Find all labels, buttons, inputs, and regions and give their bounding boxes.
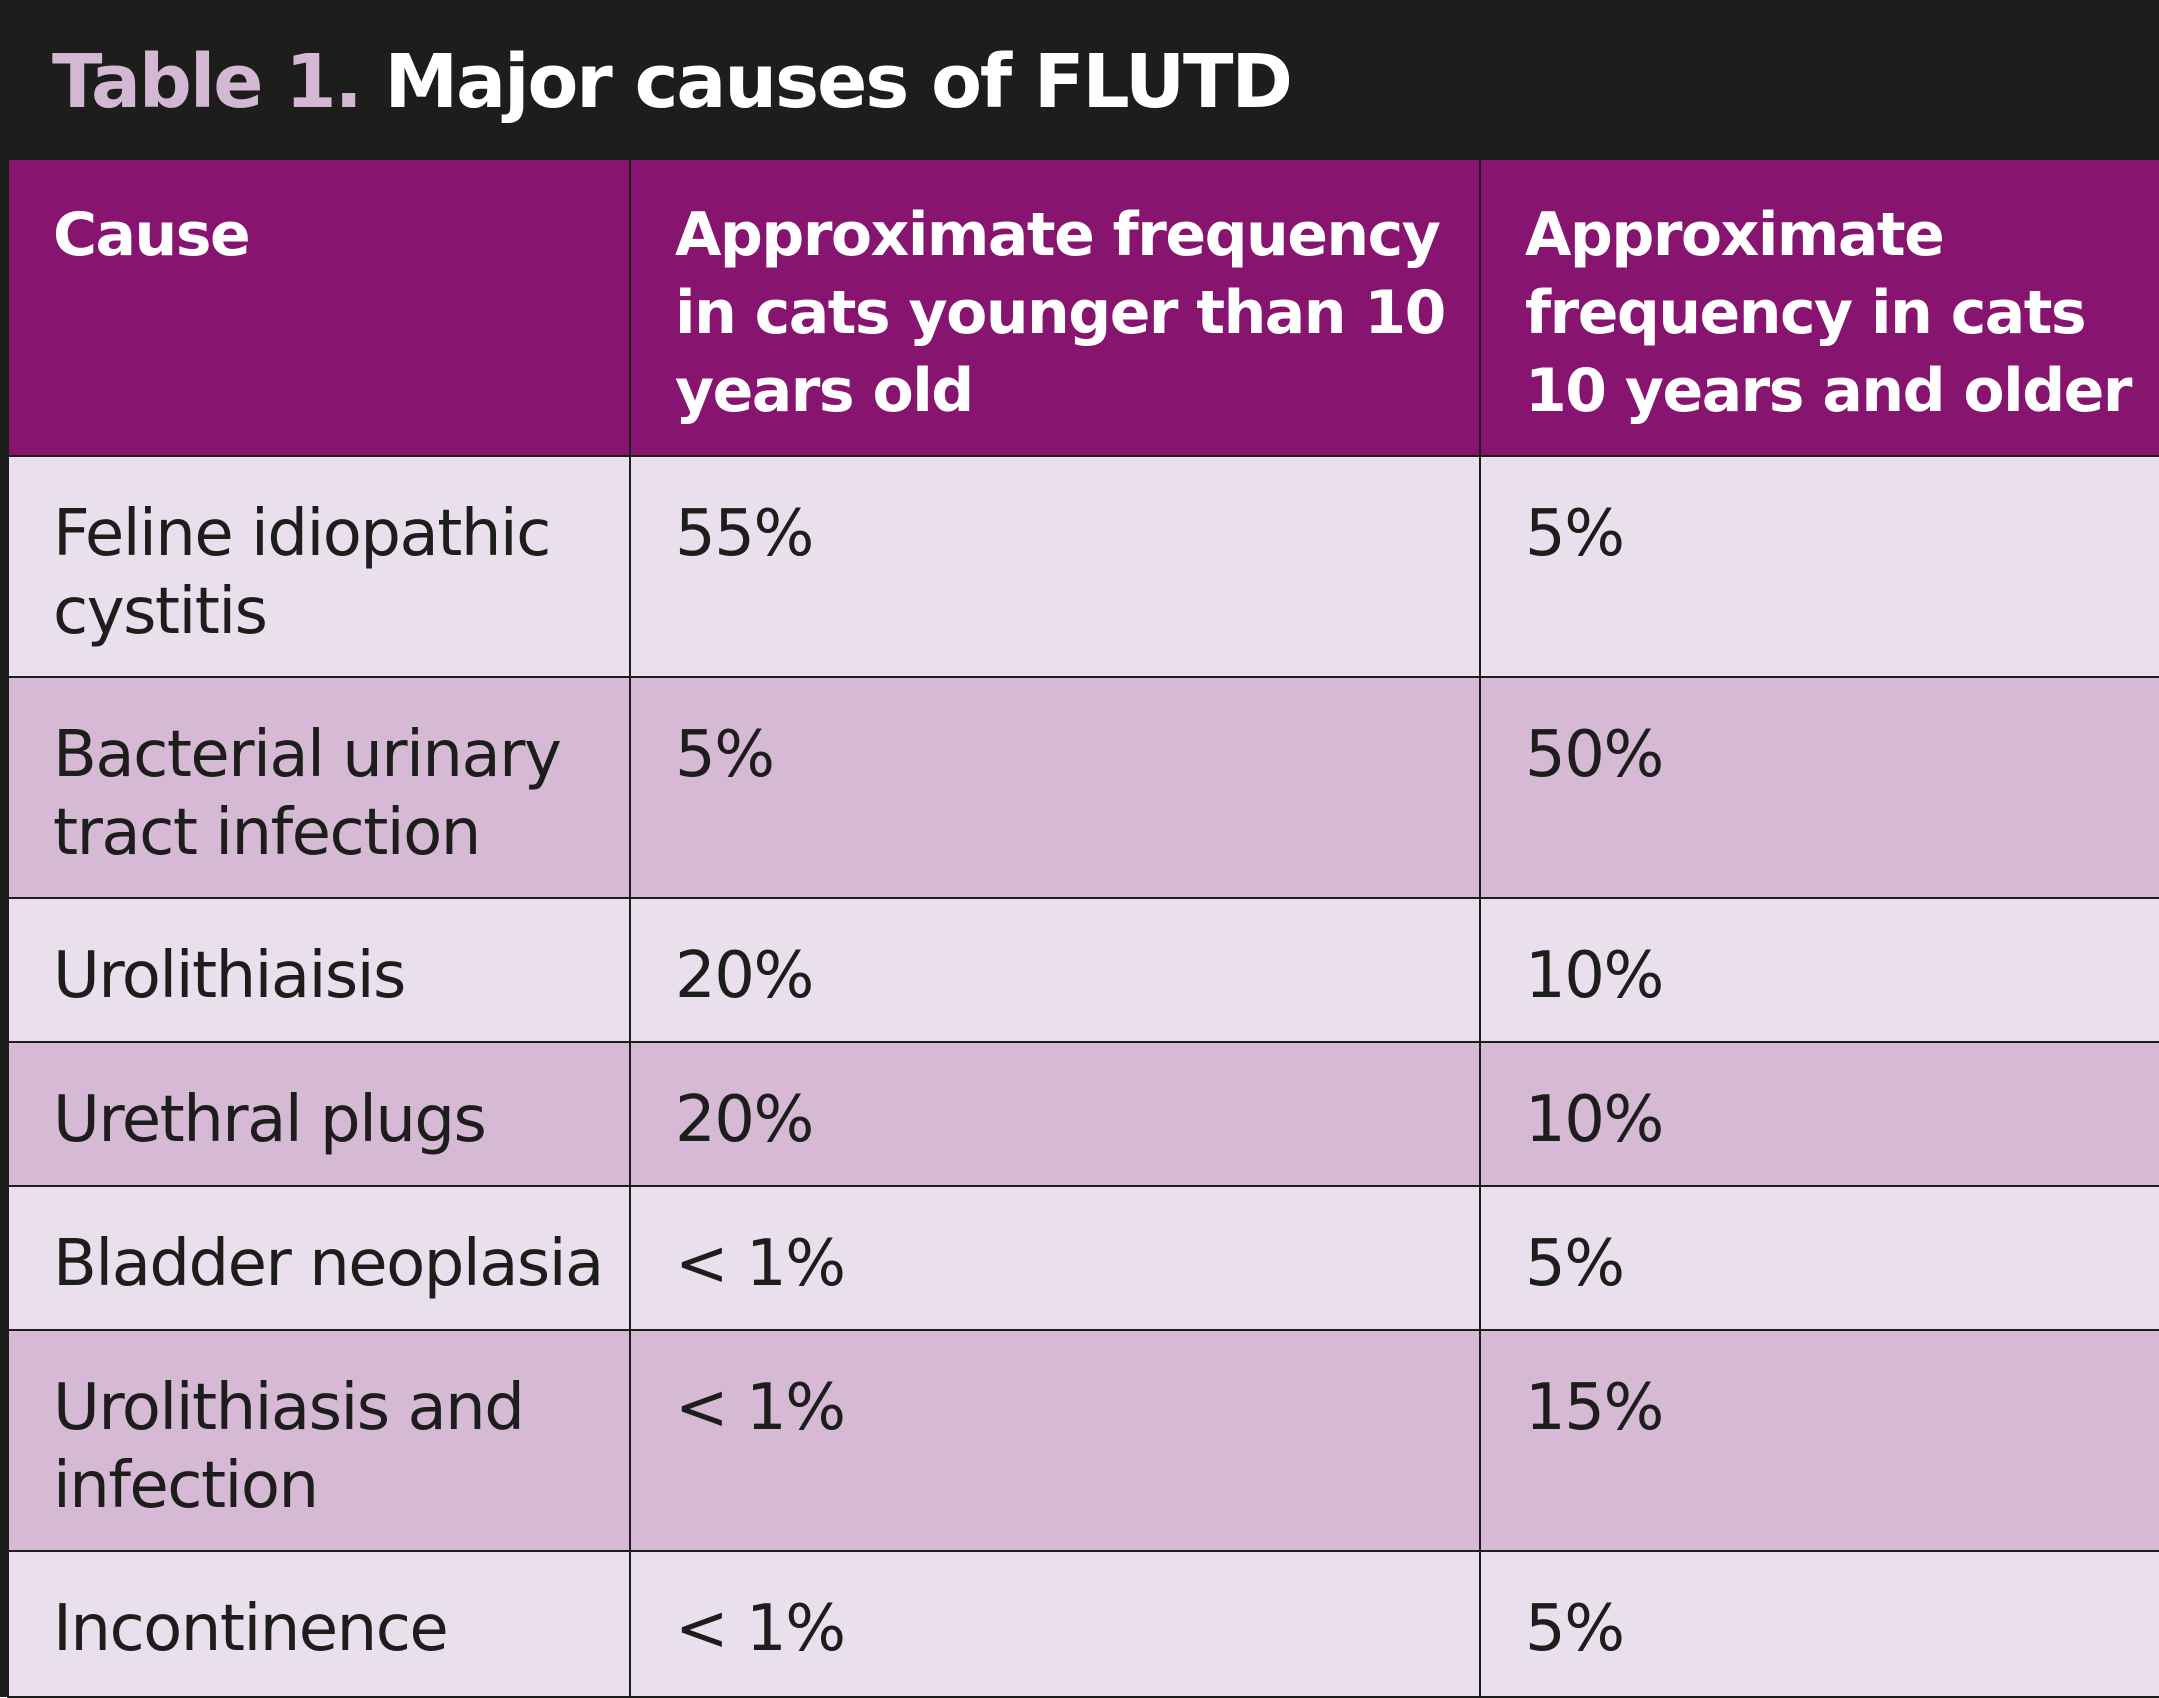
under-10-cell: 20% (629, 1041, 1481, 1187)
over-10-cell: 50% (1479, 676, 2159, 899)
under-10-cell: < 1% (629, 1185, 1481, 1331)
table-title: Table 1. Major causes of FLUTD (52, 36, 1293, 128)
cause-cell: Urethral plugs (7, 1041, 631, 1187)
over-10-cell: 5% (1479, 455, 2159, 678)
under-10-cell: 5% (629, 676, 1481, 899)
title-bar: Table 1. Major causes of FLUTD (0, 0, 2159, 158)
over-10-cell: 10% (1479, 1041, 2159, 1187)
header-row: Cause Approximate frequency in cats youn… (7, 158, 2159, 457)
table-row: Urethral plugs 20% 10% (7, 1041, 2159, 1187)
over-10-cell: 5% (1479, 1550, 2159, 1698)
table-number: Table 1. (52, 39, 363, 125)
cause-cell: Urolithiaisis (7, 897, 631, 1043)
table-caption: Major causes of FLUTD (384, 39, 1293, 125)
table-row: Feline idiopathic cystitis 55% 5% (7, 455, 2159, 678)
cause-cell: Bladder neoplasia (7, 1185, 631, 1331)
cause-cell: Feline idiopathic cystitis (7, 455, 631, 678)
column-header-under-10: Approximate frequency in cats younger th… (629, 158, 1481, 457)
over-10-cell: 10% (1479, 897, 2159, 1043)
cause-cell: Bacterial urinary tract infection (7, 676, 631, 899)
table-row: Bladder neoplasia < 1% 5% (7, 1185, 2159, 1331)
column-header-cause: Cause (7, 158, 631, 457)
causes-table: Cause Approximate frequency in cats youn… (7, 158, 2159, 1698)
over-10-cell: 15% (1479, 1329, 2159, 1552)
table-row: Urolithiasis and infection < 1% 15% (7, 1329, 2159, 1552)
under-10-cell: < 1% (629, 1550, 1481, 1698)
under-10-cell: < 1% (629, 1329, 1481, 1552)
table-row: Bacterial urinary tract infection 5% 50% (7, 676, 2159, 899)
table-row: Incontinence < 1% 5% (7, 1550, 2159, 1698)
cause-cell: Incontinence (7, 1550, 631, 1698)
under-10-cell: 55% (629, 455, 1481, 678)
cause-cell: Urolithiasis and infection (7, 1329, 631, 1552)
under-10-cell: 20% (629, 897, 1481, 1043)
column-header-over-10: Approximate frequency in cats 10 years a… (1479, 158, 2159, 457)
table-row: Urolithiaisis 20% 10% (7, 897, 2159, 1043)
over-10-cell: 5% (1479, 1185, 2159, 1331)
